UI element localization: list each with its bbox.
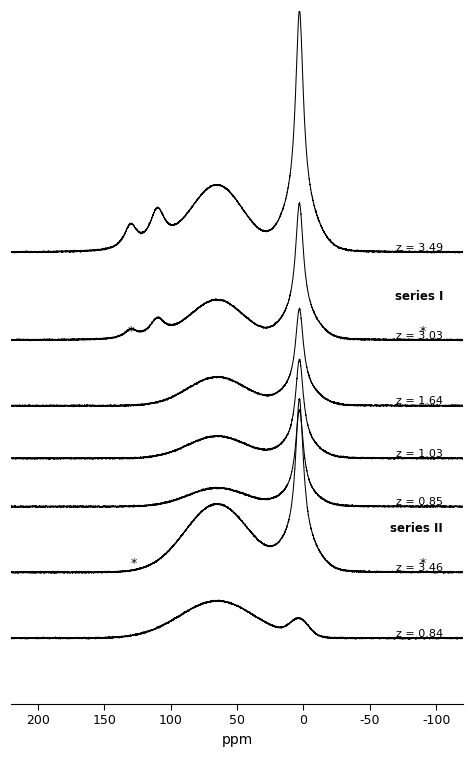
Text: *: * [420, 557, 426, 570]
Text: z = 1.03: z = 1.03 [396, 449, 443, 459]
Text: series II: series II [390, 522, 443, 535]
Text: z = 3.03: z = 3.03 [396, 330, 443, 340]
Text: z = 1.64: z = 1.64 [396, 396, 443, 406]
Text: z = 3.49: z = 3.49 [396, 243, 443, 253]
Text: z = 3.46: z = 3.46 [396, 563, 443, 573]
Text: *: * [420, 324, 426, 338]
Text: *: * [130, 557, 137, 570]
X-axis label: ppm: ppm [221, 733, 253, 747]
Text: z = 0.84: z = 0.84 [396, 628, 443, 639]
Text: z = 0.85: z = 0.85 [396, 497, 443, 507]
Text: *: * [128, 324, 134, 338]
Text: series I: series I [394, 290, 443, 302]
